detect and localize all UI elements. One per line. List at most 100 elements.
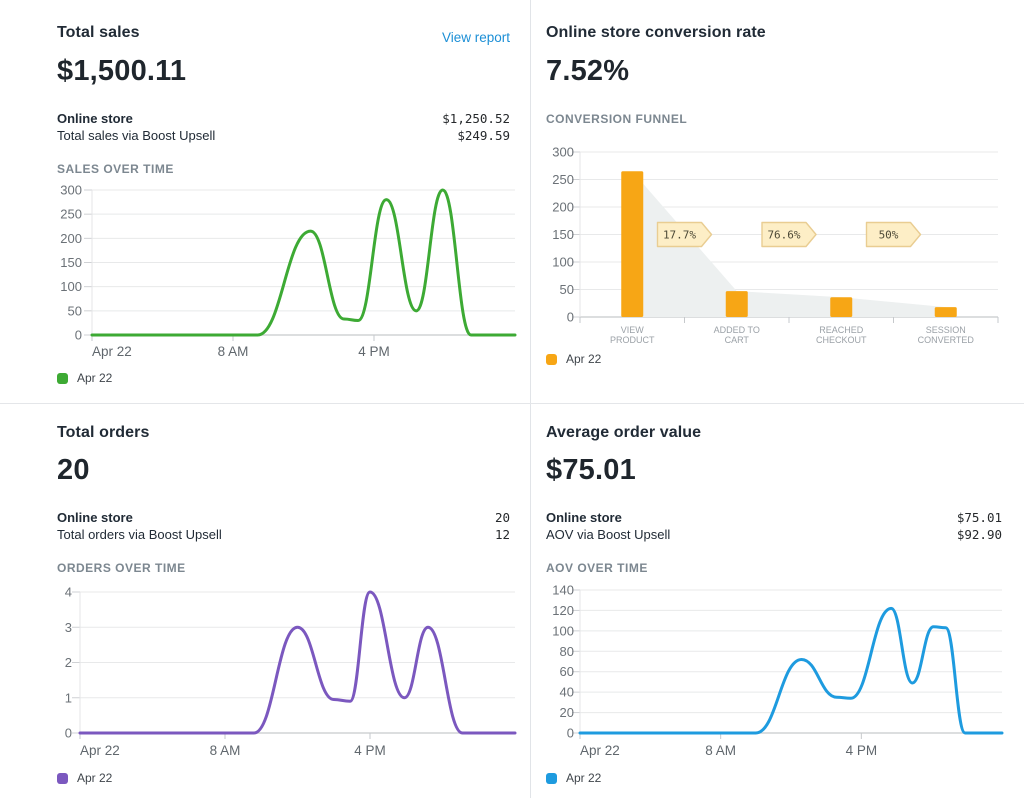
legend-label: Apr 22 (566, 771, 602, 785)
svg-text:200: 200 (552, 200, 574, 215)
svg-text:200: 200 (60, 231, 82, 246)
panel-title: Total sales (57, 24, 140, 41)
svg-text:250: 250 (552, 172, 574, 187)
breakdown-rows: Online store $75.01 AOV via Boost Upsell… (546, 510, 1002, 543)
breakdown-rows: Online store $1,250.52 Total sales via B… (57, 111, 510, 144)
total-orders-panel: Total orders 20 Online store 20 Total or… (0, 403, 530, 798)
svg-text:100: 100 (552, 255, 574, 270)
breakdown-row: Online store $75.01 (546, 510, 1002, 527)
svg-text:CONVERTED: CONVERTED (918, 335, 975, 345)
row-label: Online store (546, 510, 622, 525)
row-value: $92.90 (956, 526, 1002, 542)
legend-label: Apr 22 (566, 352, 602, 366)
total-orders-value: 20 (57, 454, 90, 486)
row-value: $249.59 (457, 127, 510, 143)
svg-text:Apr 22: Apr 22 (92, 344, 132, 359)
svg-text:PRODUCT: PRODUCT (610, 335, 655, 345)
panel-title: Online store conversion rate (546, 24, 766, 41)
svg-text:150: 150 (60, 255, 82, 270)
row-value: 12 (494, 526, 510, 542)
svg-text:76.6%: 76.6% (767, 229, 800, 242)
svg-text:4 PM: 4 PM (358, 344, 390, 359)
svg-text:40: 40 (560, 685, 574, 700)
aov-line-chart: 0 20 40 60 80 100 120 140 Apr 22 8 AM 4 PM (552, 585, 1004, 758)
orders-line-chart: 0 1 2 3 4 Apr 22 8 AM 4 PM (65, 585, 517, 758)
svg-text:8 AM: 8 AM (218, 344, 249, 359)
svg-text:8 AM: 8 AM (705, 743, 736, 758)
legend-swatch-icon (57, 772, 68, 784)
svg-text:50%: 50% (879, 229, 899, 242)
chart-section-title: AOV OVER TIME (546, 561, 648, 575)
legend-item[interactable]: Apr 22 (57, 771, 112, 785)
breakdown-row: Online store $1,250.52 (57, 111, 510, 128)
svg-text:4 PM: 4 PM (846, 743, 878, 758)
svg-text:Apr 22: Apr 22 (80, 743, 120, 758)
chart-section-title: CONVERSION FUNNEL (546, 112, 688, 126)
legend-swatch-icon (546, 353, 557, 365)
svg-text:REACHED: REACHED (819, 325, 864, 335)
sales-line-chart: 0 50 100 150 200 250 300 Apr 22 8 AM 4 PM (60, 183, 517, 359)
svg-text:17.7%: 17.7% (663, 229, 696, 242)
legend-item[interactable]: Apr 22 (57, 371, 112, 385)
svg-text:60: 60 (560, 664, 574, 679)
svg-text:Apr 22: Apr 22 (580, 743, 620, 758)
svg-text:0: 0 (65, 726, 72, 741)
svg-text:0: 0 (567, 726, 574, 741)
row-value: 20 (494, 510, 510, 525)
svg-text:300: 300 (60, 183, 82, 198)
svg-text:80: 80 (560, 644, 574, 659)
svg-text:4: 4 (65, 585, 72, 600)
svg-text:100: 100 (60, 279, 82, 294)
row-label: Total sales via Boost Upsell (57, 127, 216, 143)
svg-text:100: 100 (552, 623, 574, 638)
svg-text:120: 120 (552, 603, 574, 618)
row-value: $75.01 (956, 510, 1002, 525)
svg-text:150: 150 (552, 227, 574, 242)
legend-swatch-icon (57, 372, 68, 384)
legend-item[interactable]: Apr 22 (546, 771, 601, 785)
svg-text:0: 0 (567, 310, 574, 325)
breakdown-row: Online store 20 (57, 510, 510, 527)
legend-item[interactable]: Apr 22 (546, 352, 601, 366)
row-value: $1,250.52 (442, 111, 510, 126)
aov-value: $75.01 (546, 454, 636, 486)
row-label: Online store (57, 510, 133, 525)
panel-title: Total orders (57, 424, 150, 441)
legend-label: Apr 22 (77, 771, 113, 785)
svg-text:0: 0 (75, 328, 82, 343)
svg-text:20: 20 (560, 705, 574, 720)
svg-text:8 AM: 8 AM (210, 743, 241, 758)
conversion-rate-panel: Online store conversion rate 7.52% CONVE… (530, 0, 1024, 403)
chart-section-title: ORDERS OVER TIME (57, 561, 186, 575)
total-sales-value: $1,500.11 (57, 55, 187, 87)
row-label: AOV via Boost Upsell (546, 526, 671, 542)
svg-text:ADDED TO: ADDED TO (714, 325, 760, 335)
svg-text:50: 50 (68, 303, 82, 318)
vertical-divider (530, 0, 531, 798)
breakdown-row: Total sales via Boost Upsell $249.59 (57, 128, 510, 145)
legend-label: Apr 22 (77, 371, 113, 385)
svg-text:3: 3 (65, 620, 72, 635)
svg-text:CHECKOUT: CHECKOUT (816, 335, 867, 345)
breakdown-rows: Online store 20 Total orders via Boost U… (57, 510, 510, 543)
total-sales-panel: Total sales View report $1,500.11 Online… (0, 0, 530, 403)
chart-section-title: SALES OVER TIME (57, 162, 174, 176)
svg-text:SESSION: SESSION (926, 325, 966, 335)
breakdown-row: Total orders via Boost Upsell 12 (57, 527, 510, 544)
view-report-link[interactable]: View report (441, 30, 510, 45)
row-label: Online store (57, 111, 133, 126)
svg-text:4 PM: 4 PM (354, 743, 386, 758)
svg-text:250: 250 (60, 207, 82, 222)
svg-text:50: 50 (560, 282, 574, 297)
svg-text:CART: CART (725, 335, 750, 345)
svg-text:140: 140 (552, 585, 574, 598)
breakdown-row: AOV via Boost Upsell $92.90 (546, 527, 1002, 544)
svg-text:1: 1 (65, 690, 72, 705)
svg-text:300: 300 (552, 145, 574, 160)
svg-text:VIEW: VIEW (621, 325, 645, 335)
legend-swatch-icon (546, 772, 557, 784)
horizontal-divider (0, 403, 1024, 404)
panel-title: Average order value (546, 424, 702, 441)
